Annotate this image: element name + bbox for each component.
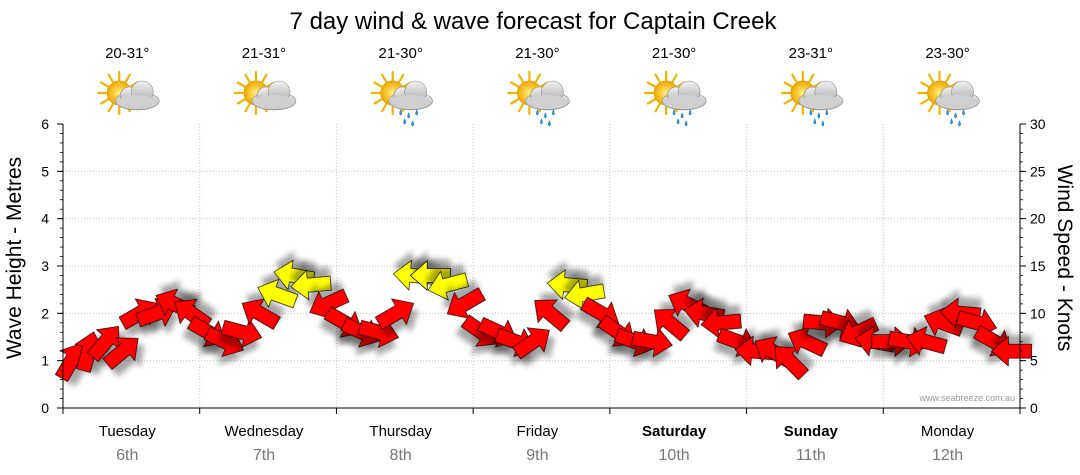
wind-arrow — [774, 346, 809, 381]
wind-arrow — [631, 326, 673, 358]
credit-text: www.seabreeze.com.au — [918, 393, 1015, 403]
y-axis-label-left: Wave Height - Metres — [3, 157, 26, 359]
right-tick-label: 20 — [1030, 211, 1046, 227]
day-name-label: Monday — [921, 423, 975, 440]
wind-arrow — [427, 270, 470, 301]
right-tick-label: 10 — [1030, 305, 1046, 321]
sun-cloud-showers-icon — [780, 70, 844, 127]
right-tick-label: 25 — [1030, 163, 1046, 179]
temp-range-label: 21-30° — [515, 45, 559, 62]
day-date-label: 6th — [116, 447, 138, 464]
sun-cloud-showers-icon — [370, 70, 433, 127]
wind-arrow — [990, 335, 1032, 367]
left-tick-label: 6 — [41, 116, 49, 132]
wind-arrow — [653, 309, 691, 342]
day-name-label: Saturday — [642, 423, 707, 440]
day-name-label: Friday — [517, 423, 559, 440]
day-date-label: 9th — [526, 447, 548, 464]
temp-range-label: 21-30° — [652, 45, 696, 62]
right-tick-label: 30 — [1030, 116, 1046, 132]
wind-arrow — [102, 337, 139, 370]
sun-cloud-showers-icon — [644, 70, 707, 127]
left-tick-label: 0 — [41, 400, 49, 416]
y-axis-label-right: Wind Speed - Knots — [1053, 165, 1076, 352]
day-date-label: 7th — [253, 447, 275, 464]
day-date-label: 12th — [932, 447, 963, 464]
wind-arrow — [446, 287, 486, 319]
wind-arrow — [512, 327, 550, 360]
weather-header: 20-31° 21-31° 21-30° 21-30° 21-30° 23-31° 23-3… — [97, 45, 980, 127]
day-name-label: Tuesday — [99, 423, 156, 440]
grid-lines — [63, 124, 1020, 408]
wind-arrow — [787, 326, 828, 357]
sun-cloud-showers-icon — [507, 70, 570, 127]
sun-cloud-icon — [97, 70, 160, 116]
right-tick-label: 15 — [1030, 258, 1046, 274]
day-name-label: Sunday — [784, 423, 839, 440]
day-date-label: 10th — [659, 447, 690, 464]
left-tick-label: 4 — [41, 211, 49, 227]
x-axis: Tuesday 6th Wednesday 7th Thursday 8th Friday 9… — [62, 408, 1021, 464]
wind-arrow — [906, 326, 948, 356]
wind-arrow — [409, 260, 451, 291]
wind-arrow — [290, 269, 332, 301]
wind-arrow — [534, 299, 571, 333]
temp-range-label: 21-30° — [378, 45, 422, 62]
day-date-label: 8th — [390, 447, 412, 464]
wind-arrow — [86, 325, 120, 363]
day-name-label: Wednesday — [224, 423, 303, 440]
wind-arrows — [54, 259, 1032, 382]
temp-range-label: 23-30° — [925, 45, 969, 62]
wind-arrow — [241, 298, 281, 330]
sun-cloud-showers-icon — [917, 70, 980, 127]
temp-range-label: 20-31° — [105, 45, 149, 62]
day-date-label: 11th — [796, 447, 826, 464]
right-tick-label: 5 — [1030, 353, 1038, 369]
left-tick-label: 2 — [41, 305, 49, 321]
temp-range-label: 23-31° — [789, 45, 833, 62]
left-tick-label: 1 — [41, 353, 49, 369]
wind-arrow — [257, 278, 299, 309]
left-tick-label: 3 — [41, 258, 49, 274]
left-axis: 0 1 2 3 4 5 6 — [41, 116, 63, 416]
left-tick-label: 5 — [41, 163, 49, 179]
wind-arrow — [374, 298, 414, 330]
wind-arrow — [220, 318, 263, 348]
sun-cloud-icon — [233, 70, 297, 116]
right-tick-label: 0 — [1030, 400, 1038, 416]
day-name-label: Thursday — [369, 423, 432, 440]
right-axis: 0 5 10 15 20 25 30 — [1020, 116, 1046, 416]
wind-arrow — [700, 307, 742, 339]
chart-title: 7 day wind & wave forecast for Captain C… — [290, 8, 778, 35]
temp-range-label: 21-31° — [242, 45, 286, 62]
wind-arrow — [563, 279, 606, 311]
